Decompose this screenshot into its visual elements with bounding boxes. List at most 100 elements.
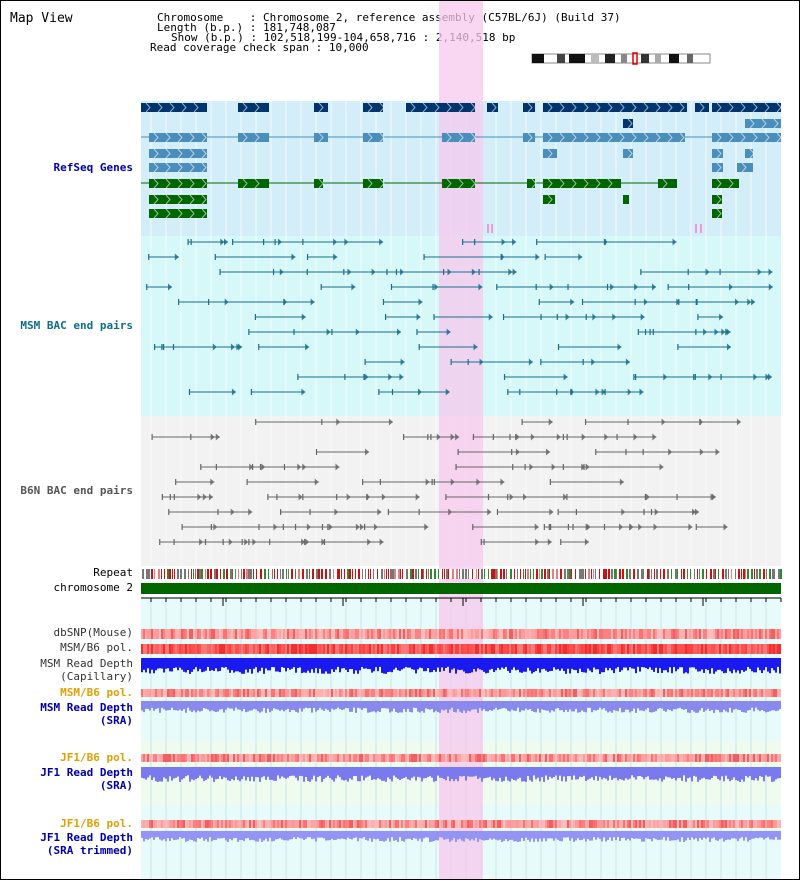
jf1-depth-trim-bar — [157, 831, 159, 838]
msm-pol-cell — [601, 644, 603, 654]
jf1-depth-trim-bar — [567, 831, 569, 838]
msm-depth-sra-bar — [239, 701, 241, 710]
track-label-b6n-bac[interactable]: B6N BAC end pairs — [20, 484, 133, 497]
repeat-element — [697, 569, 698, 579]
gene-fragment — [695, 224, 697, 233]
track-label-jf1-b6-pol[interactable]: JF1/B6 pol. — [60, 751, 133, 764]
jf1-pol-cell — [159, 754, 161, 762]
msm-pol-sra-cell — [671, 689, 673, 697]
msm-depth-cap-bar — [263, 658, 265, 674]
track-label-msm-depth-cap[interactable]: MSM Read Depth — [40, 657, 133, 670]
jf1-pol-trim-cell — [191, 820, 193, 828]
track-label-chromosome[interactable]: chromosome 2 — [53, 581, 133, 594]
msm-pol-sra-cell — [259, 689, 261, 697]
jf1-depth-sra-bar — [189, 767, 191, 782]
track-label-msm-b6-pol-2[interactable]: MSM/B6 pol. — [60, 686, 133, 699]
repeat-element — [575, 569, 576, 579]
repeat-element — [616, 569, 617, 579]
jf1-depth-sra-bar — [403, 767, 405, 778]
jf1-depth-sra-bar — [221, 767, 223, 780]
jf1-pol-cell — [501, 754, 503, 762]
msm-pol-cell — [431, 644, 433, 654]
jf1-depth-sra-bar — [573, 767, 575, 776]
polymorphism-heatmaps[interactable] — [141, 629, 781, 828]
jf1-depth-sra-bar — [571, 767, 573, 780]
msm-pol-sra-cell — [759, 689, 761, 697]
msm-pol-cell — [555, 644, 557, 654]
gene-exon — [149, 163, 207, 172]
repeat-element — [373, 569, 374, 579]
msm-pol-sra-cell — [717, 689, 719, 697]
repeat-element — [743, 569, 745, 579]
jf1-depth-trim-bar — [575, 831, 577, 841]
msm-pol-cell — [547, 644, 549, 654]
msm-pol-cell — [239, 644, 241, 654]
jf1-depth-trim-bar — [595, 831, 597, 840]
chromosome-ideogram[interactable] — [531, 52, 711, 65]
length-value: 181,748,087 — [262, 21, 336, 34]
b6n-bac-pairs[interactable] — [151, 418, 741, 546]
msm-pol-sra-cell — [231, 689, 233, 697]
jf1-depth-trim-bar — [321, 831, 323, 838]
msm-pol-sra-cell — [397, 689, 399, 697]
msm-depth-cap-bar — [191, 658, 193, 672]
msm-depth-sra-bar — [217, 701, 219, 712]
jf1-depth-sra-bar — [245, 767, 247, 781]
jf1-depth-trim-bar — [599, 831, 601, 840]
msm-pol-cell — [253, 644, 255, 654]
msm-depth-sra-bar — [411, 701, 413, 713]
msm-pol-cell — [197, 644, 199, 654]
chromosome-bar[interactable] — [141, 583, 781, 594]
msm-pol-sra-cell — [461, 689, 463, 697]
jf1-depth-trim-bar — [659, 831, 661, 840]
msm-pol-sra-cell — [701, 689, 703, 697]
jf1-pol-cell — [303, 754, 305, 762]
highlight-region[interactable] — [439, 1, 483, 880]
msm-pol-cell — [351, 644, 353, 654]
msm-pol-sra-cell — [707, 689, 709, 697]
msm-pol-cell — [759, 644, 761, 654]
msm-depth-cap-bar — [221, 658, 223, 668]
msm-pol-sra-cell — [303, 689, 305, 697]
strand-arrow — [627, 118, 633, 129]
jf1-depth-sra-bar — [435, 767, 437, 781]
msm-bac-pairs[interactable] — [146, 238, 773, 396]
dbsnp-cell — [739, 629, 741, 639]
jf1-depth-trim-bar — [197, 831, 199, 838]
msm-depth-sra-bar — [145, 701, 147, 709]
jf1-pol-trim-cell — [235, 820, 237, 828]
msm-pol-cell — [739, 644, 741, 654]
msm-depth-sra-bar — [403, 701, 405, 709]
repeat-element — [201, 569, 203, 579]
jf1-pol-cell — [547, 754, 549, 762]
track-label-msm-bac[interactable]: MSM BAC end pairs — [20, 319, 133, 332]
track-label-repeat[interactable]: Repeat — [93, 566, 133, 579]
repeat-track[interactable] — [141, 569, 782, 579]
track-label-refseq[interactable]: RefSeq Genes — [53, 161, 133, 174]
track-label-jf1-b6-pol-2[interactable]: JF1/B6 pol. — [60, 817, 133, 830]
msm-depth-cap-bar — [565, 658, 567, 674]
track-label-jf1-depth-trim[interactable]: JF1 Read Depth — [40, 831, 133, 844]
dbsnp-cell — [355, 629, 357, 639]
dbsnp-cell — [463, 629, 465, 639]
strand-arrow — [157, 102, 163, 113]
jf1-depth-trim-bar — [331, 831, 333, 839]
dbsnp-cell — [425, 629, 427, 639]
msm-depth-cap-bar — [469, 658, 471, 674]
track-label-jf1-depth-sra[interactable]: JF1 Read Depth — [40, 766, 133, 779]
jf1-depth-trim-bar — [533, 831, 535, 842]
read-depth-tracks[interactable] — [141, 658, 781, 842]
jf1-depth-sra-bar — [191, 767, 193, 780]
refseq-genes[interactable] — [141, 102, 782, 233]
jf1-pol-trim-cell — [385, 820, 387, 828]
track-label-msm-depth-sra[interactable]: MSM Read Depth — [40, 701, 133, 714]
msm-pol-cell — [361, 644, 363, 654]
jf1-depth-trim-bar — [231, 831, 233, 841]
track-label-dbsnp[interactable]: dbSNP(Mouse) — [53, 626, 133, 639]
repeat-element — [715, 569, 716, 579]
repeat-element — [406, 569, 408, 579]
msm-pol-sra-cell — [567, 689, 569, 697]
track-label-msm-b6-pol[interactable]: MSM/B6 pol. — [60, 641, 133, 654]
msm-pol-sra-cell — [223, 689, 225, 697]
